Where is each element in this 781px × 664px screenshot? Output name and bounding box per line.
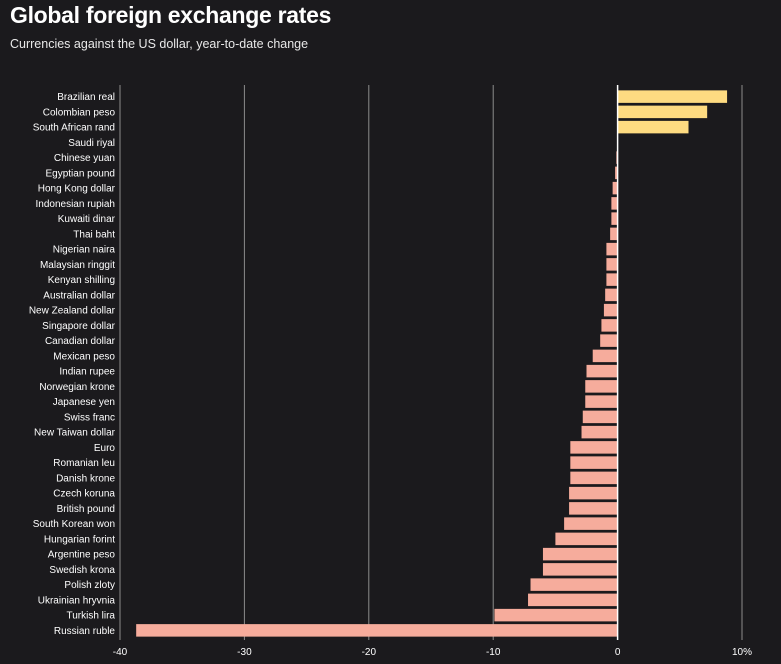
bar-hong-kong-dollar xyxy=(612,181,618,195)
category-label-polish-zloty: Polish zloty xyxy=(64,580,115,591)
bar-brazilian-real xyxy=(617,90,728,103)
bar-kenyan-shilling xyxy=(606,273,618,286)
category-label-argentine-peso: Argentine peso xyxy=(48,550,116,561)
bar-danish-krone xyxy=(570,471,618,485)
x-tick-label: -20 xyxy=(362,647,377,658)
bar-ukrainian-hryvnia xyxy=(528,593,618,607)
bar-norwegian-krone xyxy=(585,380,618,393)
category-label-chinese-yuan: Chinese yuan xyxy=(54,153,115,164)
bar-south-african-rand xyxy=(617,120,689,134)
category-label-ukrainian-hryvnia: Ukrainian hryvnia xyxy=(38,595,116,606)
category-label-nigerian-naira: Nigerian naira xyxy=(53,245,116,256)
bar-russian-ruble xyxy=(136,624,618,637)
category-label-new-taiwan-dollar: New Taiwan dollar xyxy=(34,428,116,439)
category-label-malaysian-ringgit: Malaysian ringgit xyxy=(40,260,115,271)
bar-hungarian-forint xyxy=(555,532,618,546)
bar-mexican-peso xyxy=(592,349,618,363)
bar-japanese-yen xyxy=(585,395,618,408)
category-label-russian-ruble: Russian ruble xyxy=(54,626,116,637)
category-label-mexican-peso: Mexican peso xyxy=(53,351,115,362)
bar-turkish-lira xyxy=(494,608,618,622)
x-tick-label: -40 xyxy=(113,647,128,658)
bar-kuwaiti-dinar xyxy=(611,212,618,225)
category-label-british-pound: British pound xyxy=(57,504,115,515)
category-label-canadian-dollar: Canadian dollar xyxy=(45,336,116,347)
x-tick-label: -30 xyxy=(237,647,252,658)
bar-euro xyxy=(570,441,618,454)
category-label-kuwaiti-dinar: Kuwaiti dinar xyxy=(58,214,116,225)
category-label-swiss-franc: Swiss franc xyxy=(64,412,115,423)
bar-swiss-franc xyxy=(582,410,618,424)
chart-subtitle: Currencies against the US dollar, year-t… xyxy=(10,37,309,51)
bar-malaysian-ringgit xyxy=(606,258,618,271)
bar-argentine-peso xyxy=(542,547,618,561)
bar-swedish-krona xyxy=(542,563,618,576)
bar-polish-zloty xyxy=(530,578,618,591)
bar-new-taiwan-dollar xyxy=(581,425,618,439)
bar-thai-baht xyxy=(610,227,618,241)
category-label-australian-dollar: Australian dollar xyxy=(43,290,115,301)
category-label-danish-krone: Danish krone xyxy=(56,473,115,484)
bar-nigerian-naira xyxy=(606,242,618,256)
bar-indonesian-rupiah xyxy=(611,197,618,210)
category-label-euro: Euro xyxy=(94,443,116,454)
bar-canadian-dollar xyxy=(600,334,618,347)
chart-title: Global foreign exchange rates xyxy=(10,2,332,28)
category-label-singapore-dollar: Singapore dollar xyxy=(42,321,115,332)
category-label-new-zealand-dollar: New Zealand dollar xyxy=(29,306,116,317)
category-label-thai-baht: Thai baht xyxy=(73,229,115,240)
category-label-hungarian-forint: Hungarian forint xyxy=(44,534,115,545)
category-label-south-african-rand: South African rand xyxy=(33,123,115,134)
x-tick-label: 10% xyxy=(732,647,752,658)
category-label-indonesian-rupiah: Indonesian rupiah xyxy=(35,199,115,210)
category-label-norwegian-krone: Norwegian krone xyxy=(39,382,115,393)
bar-new-zealand-dollar xyxy=(603,303,618,317)
bar-singapore-dollar xyxy=(601,319,618,332)
category-label-indian-rupee: Indian rupee xyxy=(59,367,115,378)
bar-australian-dollar xyxy=(605,288,618,302)
category-label-czech-koruna: Czech koruna xyxy=(53,489,115,500)
category-label-colombian-peso: Colombian peso xyxy=(43,107,116,118)
category-label-swedish-krona: Swedish krona xyxy=(49,565,115,576)
category-label-kenyan-shilling: Kenyan shilling xyxy=(48,275,115,286)
grid-lines xyxy=(119,85,743,640)
category-label-egyptian-pound: Egyptian pound xyxy=(45,168,115,179)
bars xyxy=(136,90,728,637)
category-label-japanese-yen: Japanese yen xyxy=(53,397,115,408)
x-tick-label: 0 xyxy=(615,647,621,658)
category-label-turkish-lira: Turkish lira xyxy=(66,611,115,622)
category-label-brazilian-real: Brazilian real xyxy=(57,92,115,103)
category-label-saudi-riyal: Saudi riyal xyxy=(68,138,115,149)
x-axis-ticks: -40 -30 -20 -10 0 10% xyxy=(113,647,752,658)
category-label-south-korean-won: South Korean won xyxy=(33,519,115,530)
bar-czech-koruna xyxy=(569,486,618,500)
bar-romanian-leu xyxy=(570,456,618,469)
bar-indian-rupee xyxy=(586,364,618,378)
x-tick-label: -10 xyxy=(486,647,501,658)
category-label-hong-kong-dollar: Hong Kong dollar xyxy=(38,184,116,195)
bar-colombian-peso xyxy=(617,105,708,119)
bar-egyptian-pound xyxy=(615,166,618,180)
bar-south-korean-won xyxy=(564,517,618,530)
category-label-romanian-leu: Romanian leu xyxy=(53,458,115,469)
bar-british-pound xyxy=(569,502,618,515)
category-labels: Brazilian real Colombian peso South Africa… xyxy=(29,92,116,637)
